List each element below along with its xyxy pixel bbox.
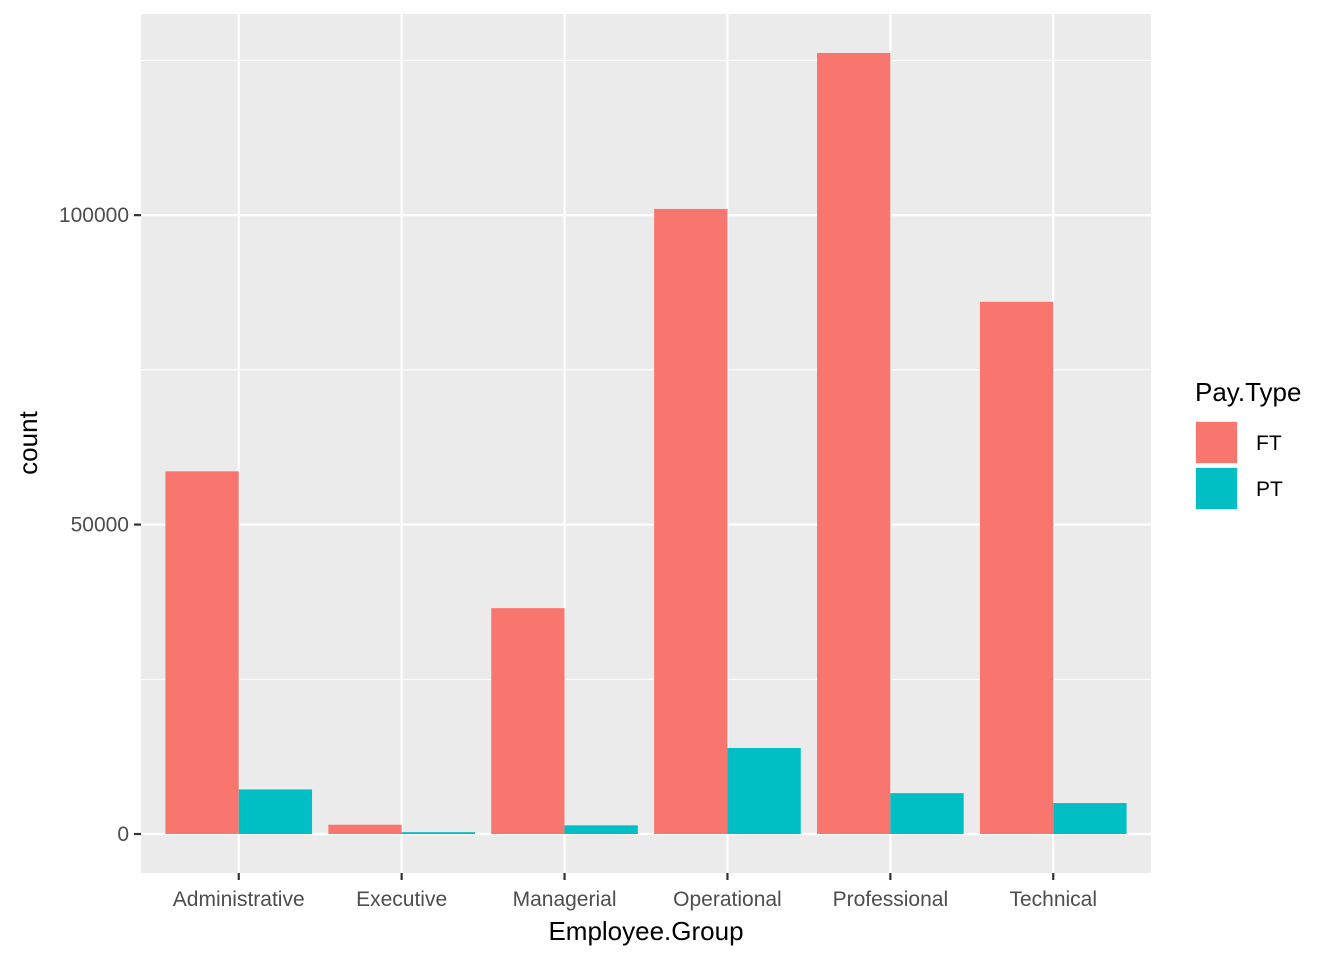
- bar-ft-executive: [328, 824, 402, 835]
- bar-ft-operational: [654, 208, 728, 835]
- legend-label-ft: FT: [1256, 432, 1282, 455]
- x-tick-label: Operational: [673, 888, 782, 911]
- x-axis-title: Employee.Group: [548, 916, 743, 946]
- y-axis: 0 50000 100000: [59, 204, 141, 846]
- y-tick-label: 100000: [59, 204, 129, 227]
- x-tick-label: Administrative: [173, 888, 305, 911]
- y-tick-label: 0: [117, 823, 129, 846]
- legend-title: Pay.Type: [1195, 377, 1301, 407]
- bar-pt-professional: [890, 793, 964, 835]
- bar-pt-operational: [727, 747, 801, 835]
- legend-items: FT PT: [1195, 421, 1283, 510]
- x-tick-label: Executive: [356, 888, 447, 911]
- bar-ft-technical: [979, 301, 1054, 835]
- bar-pt-administrative: [238, 789, 313, 835]
- bar-pt-technical: [1053, 803, 1127, 835]
- x-tick-label: Professional: [833, 888, 949, 911]
- y-axis-title: count: [13, 410, 43, 474]
- bar-ft-professional: [817, 52, 891, 835]
- x-tick-label: Technical: [1009, 888, 1097, 911]
- legend-key-pt: [1196, 468, 1237, 509]
- x-axis: Administrative Executive Managerial Operati…: [173, 873, 1097, 911]
- legend: Pay.Type FT PT: [1195, 377, 1301, 510]
- y-tick-label: 50000: [71, 514, 129, 537]
- bar-ft-administrative: [165, 471, 239, 835]
- legend-key-ft: [1196, 422, 1237, 463]
- legend-label-pt: PT: [1256, 478, 1283, 501]
- bar-ft-managerial: [491, 608, 565, 835]
- x-tick-label: Managerial: [513, 888, 617, 911]
- bar-pt-managerial: [564, 825, 638, 835]
- bar-pt-executive: [401, 832, 475, 835]
- bars: [165, 52, 1127, 835]
